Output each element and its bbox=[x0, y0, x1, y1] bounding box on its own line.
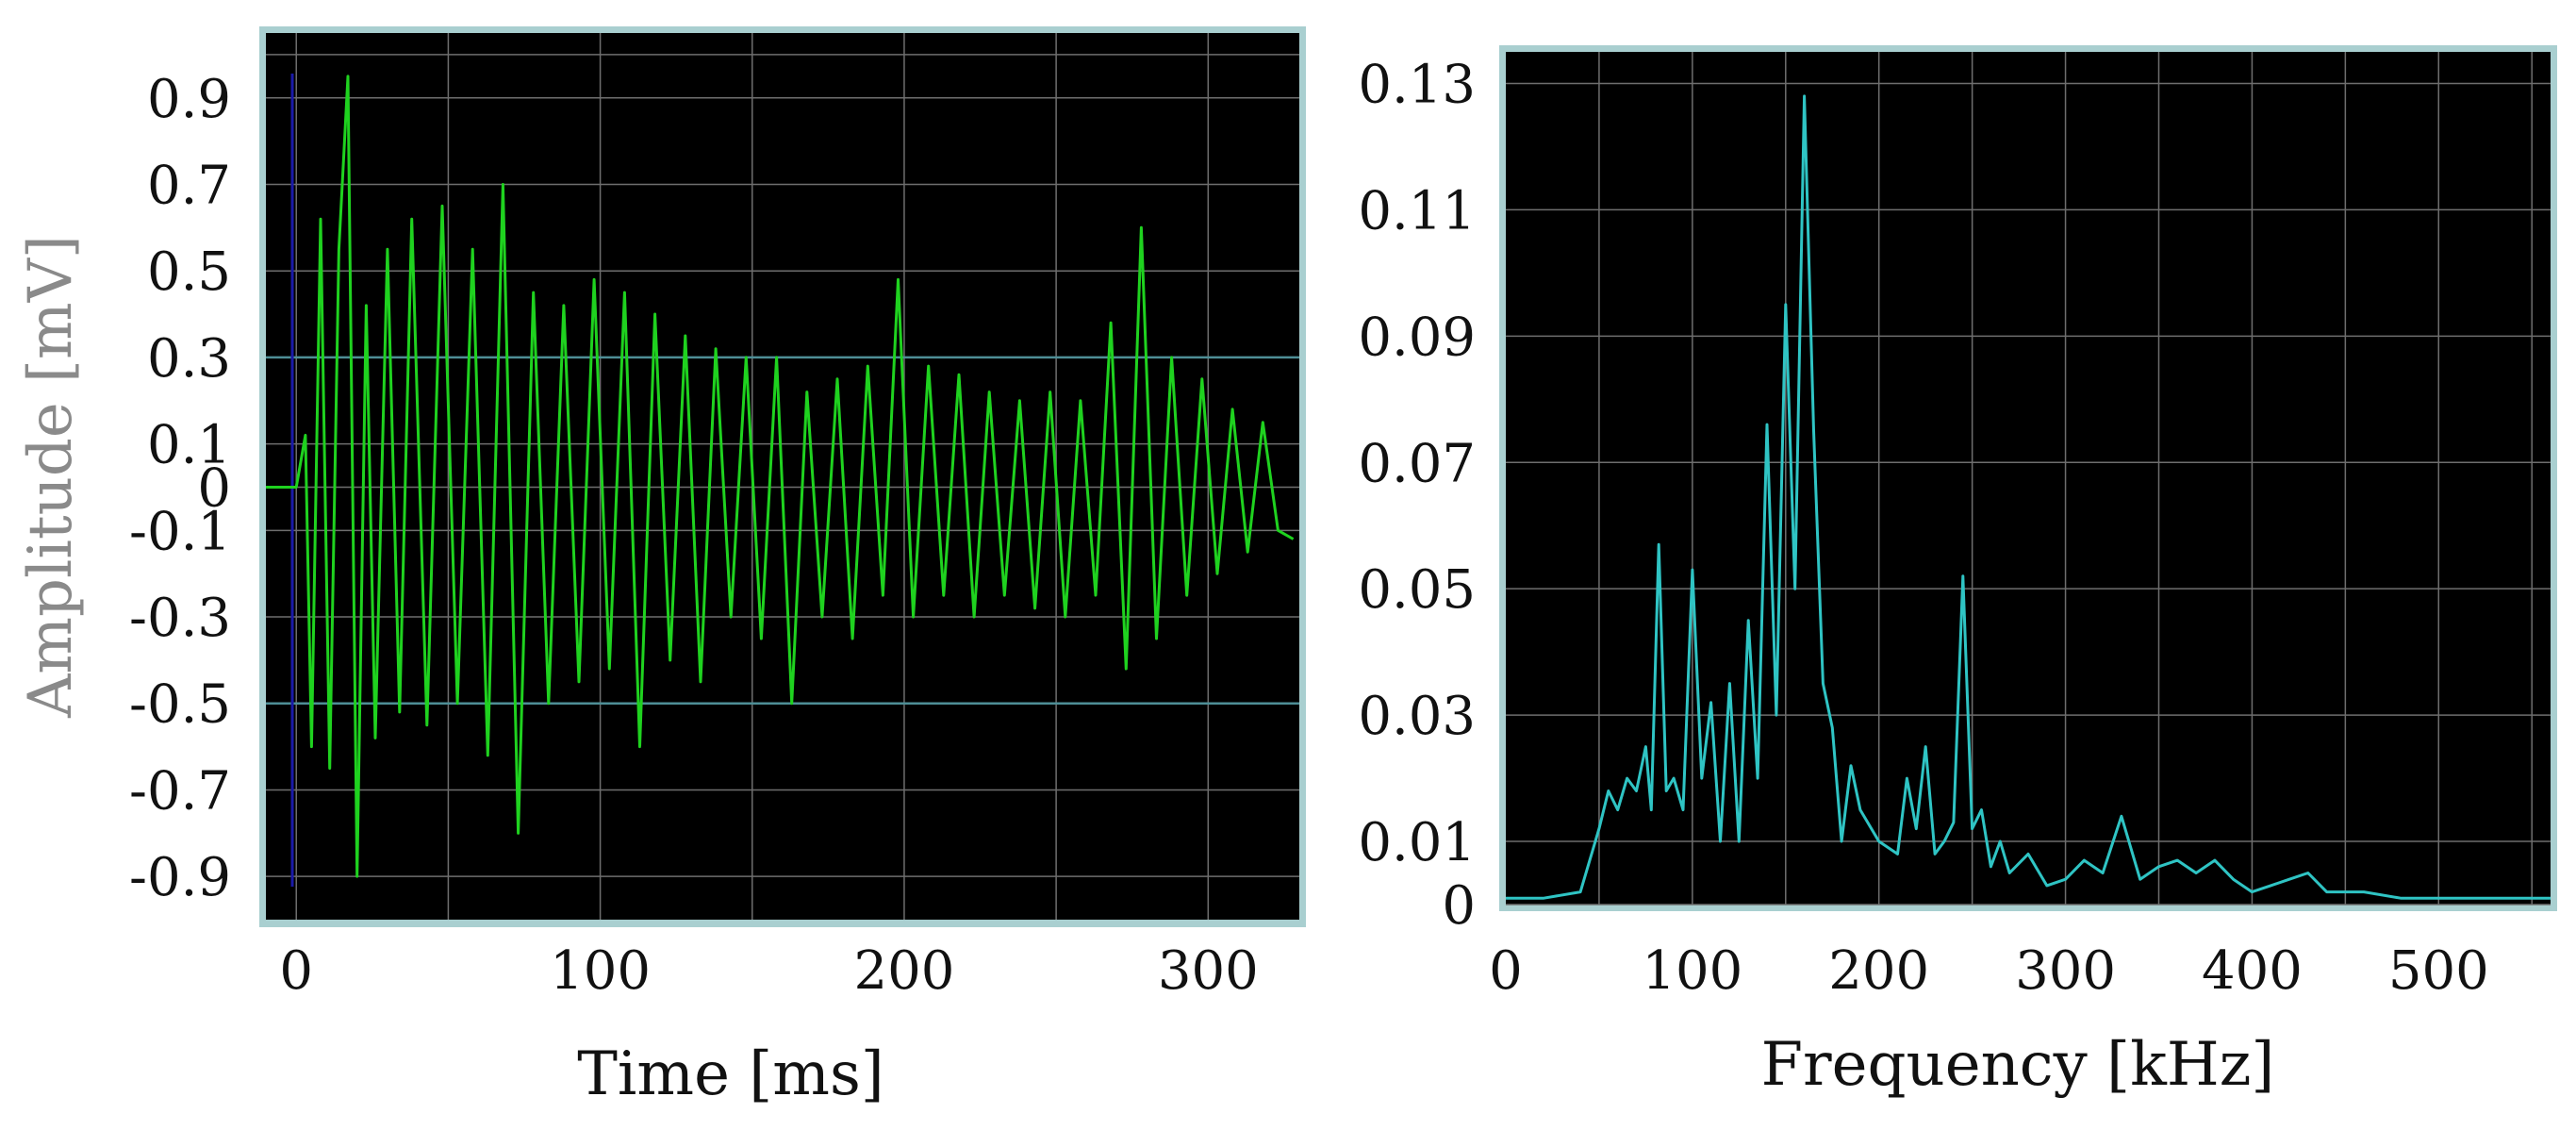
plot-area bbox=[1506, 52, 2551, 905]
y-tick-label: 0.05 bbox=[1358, 559, 1476, 621]
y-tick-label: 0.09 bbox=[1358, 307, 1476, 368]
x-tick-label: 300 bbox=[2015, 940, 2116, 1002]
y-tick-labels: 0.9 0.7 0.5 0.3 0.10-0.1 -0.3 -0.5 -0.7 -0.9 bbox=[129, 69, 231, 908]
time-domain-chart: 0.90.70.50.30.10-0.1-0.3-0.5-0.7-0.9 0 10… bbox=[16, 26, 1306, 1109]
x-tick-label: 100 bbox=[1642, 940, 1742, 1002]
y-tick-label: 0 bbox=[197, 457, 231, 519]
y-tick-label: 0.3 bbox=[147, 328, 231, 390]
y-tick-label: -0.5 bbox=[129, 674, 231, 736]
series-line bbox=[1506, 94, 2551, 900]
y-tick-label: -0.1 bbox=[129, 501, 231, 562]
y-tick-label: 0 bbox=[1442, 875, 1476, 937]
y-tick-label: 0.01 bbox=[1358, 812, 1476, 873]
x-tick-label: 0 bbox=[279, 940, 313, 1002]
y-tick-label: 0.07 bbox=[1358, 433, 1476, 494]
y-tick-label: 0.13 bbox=[1358, 54, 1476, 115]
x-tick-label: 300 bbox=[1158, 940, 1259, 1002]
x-axis-title: Time [ms] bbox=[577, 1039, 884, 1109]
y-tick-label: -0.9 bbox=[129, 847, 231, 908]
x-tick-label: 500 bbox=[2388, 940, 2489, 1002]
x-tick-label: 400 bbox=[2202, 940, 2303, 1002]
y-tick-label: -0.3 bbox=[129, 588, 231, 649]
y-tick-label: 0.7 bbox=[147, 155, 231, 216]
y-tick-label: 0.9 bbox=[147, 69, 231, 130]
y-tick-label: 0.03 bbox=[1358, 686, 1476, 747]
y-tick-label: 0.5 bbox=[147, 241, 231, 303]
y-tick-label: 0.1 bbox=[147, 415, 231, 476]
grid bbox=[1506, 52, 2551, 906]
series-line bbox=[266, 75, 1295, 878]
y-tick-label: -0.7 bbox=[129, 760, 231, 822]
x-tick-labels: 0 100 200 300 bbox=[279, 940, 1258, 1002]
frequency-spectrum-chart: 0.130.110.090.070.050.030.010 0 100 200 300… bbox=[1358, 45, 2557, 1100]
series-group bbox=[266, 75, 1295, 878]
series-group bbox=[1506, 94, 2551, 900]
grid bbox=[266, 33, 1299, 920]
y-tick-label: 0.11 bbox=[1358, 180, 1476, 241]
x-tick-label: 0 bbox=[1489, 940, 1523, 1002]
y-axis-title: Amplitude [mV] bbox=[16, 235, 86, 719]
x-tick-label: 200 bbox=[853, 940, 954, 1002]
y-tick-labels: 0.13 0.11 0.09 0.07 0.05 0.03 0.010 bbox=[1358, 54, 1476, 937]
x-axis-title: Frequency [kHz] bbox=[1761, 1030, 2275, 1100]
x-tick-label: 100 bbox=[550, 940, 651, 1002]
x-tick-label: 200 bbox=[1828, 940, 1929, 1002]
x-tick-labels: 0 100 200 300 400 500 bbox=[1489, 940, 2489, 1002]
